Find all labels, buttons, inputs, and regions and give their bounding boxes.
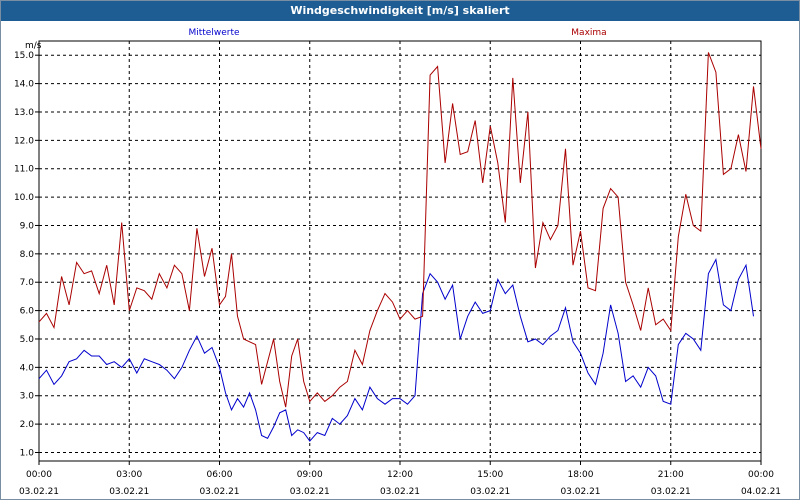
x-tick-date-label: 03.02.21 xyxy=(109,487,149,497)
y-tick-label: 14.0 xyxy=(14,80,34,90)
x-tick-date-label: 03.02.21 xyxy=(380,487,420,497)
legend-mittelwerte: Mittelwerte xyxy=(188,28,239,38)
series-line-mittelwerte xyxy=(38,257,754,442)
x-tick-time-label: 09:00 xyxy=(297,470,323,480)
y-tick-label: 12.0 xyxy=(14,136,34,146)
chart-title: Windgeschwindigkeit [m/s] skaliert xyxy=(1,1,799,21)
y-tick-label: 4.0 xyxy=(20,363,35,373)
x-tick-date-label: 03.02.21 xyxy=(199,487,239,497)
x-tick-date-label: 04.02.21 xyxy=(741,487,781,497)
x-tick-time-label: 00:00 xyxy=(748,470,774,480)
x-tick-time-label: 18:00 xyxy=(568,470,594,480)
x-tick-time-label: 03:00 xyxy=(116,470,142,480)
x-tick-date-label: 03.02.21 xyxy=(290,487,330,497)
y-tick-label: 1.0 xyxy=(20,448,35,458)
x-tick-time-label: 21:00 xyxy=(658,470,684,480)
x-tick-date-label: 03.02.21 xyxy=(651,487,691,497)
x-tick-time-label: 06:00 xyxy=(207,470,233,480)
y-axis-ticks: 1.0 2.0 3.0 4.0 5.0 6.0 7.0 8.0 9.0 10.0 11.0 12.0 1… xyxy=(14,51,39,458)
y-tick-label: 10.0 xyxy=(14,193,34,203)
x-tick-date-label: 03.02.21 xyxy=(560,487,600,497)
data-series xyxy=(38,52,762,442)
y-tick-label: 13.0 xyxy=(14,108,34,118)
y-tick-label: 2.0 xyxy=(20,420,35,430)
y-axis-unit-label: m/s xyxy=(25,41,42,51)
legend-maxima: Maxima xyxy=(571,28,606,38)
y-tick-label: 9.0 xyxy=(20,221,35,231)
y-tick-label: 15.0 xyxy=(14,51,34,61)
y-tick-label: 6.0 xyxy=(20,307,35,317)
y-tick-label: 7.0 xyxy=(20,278,35,288)
x-tick-date-label: 03.02.21 xyxy=(19,487,59,497)
y-tick-label: 8.0 xyxy=(20,250,35,260)
y-tick-label: 11.0 xyxy=(14,165,34,175)
x-tick-time-label: 00:00 xyxy=(26,470,52,480)
grid-lines xyxy=(39,41,761,461)
x-axis-ticks: 00:00 03.02.21 03:00 03.02.21 06:00 03.02.21 0… xyxy=(19,461,781,497)
x-tick-date-label: 03.02.21 xyxy=(470,487,510,497)
x-tick-time-label: 15:00 xyxy=(477,470,503,480)
x-tick-time-label: 12:00 xyxy=(387,470,413,480)
series-line-maxima xyxy=(38,52,762,408)
y-tick-label: 5.0 xyxy=(20,335,35,345)
y-tick-label: 3.0 xyxy=(20,392,35,402)
